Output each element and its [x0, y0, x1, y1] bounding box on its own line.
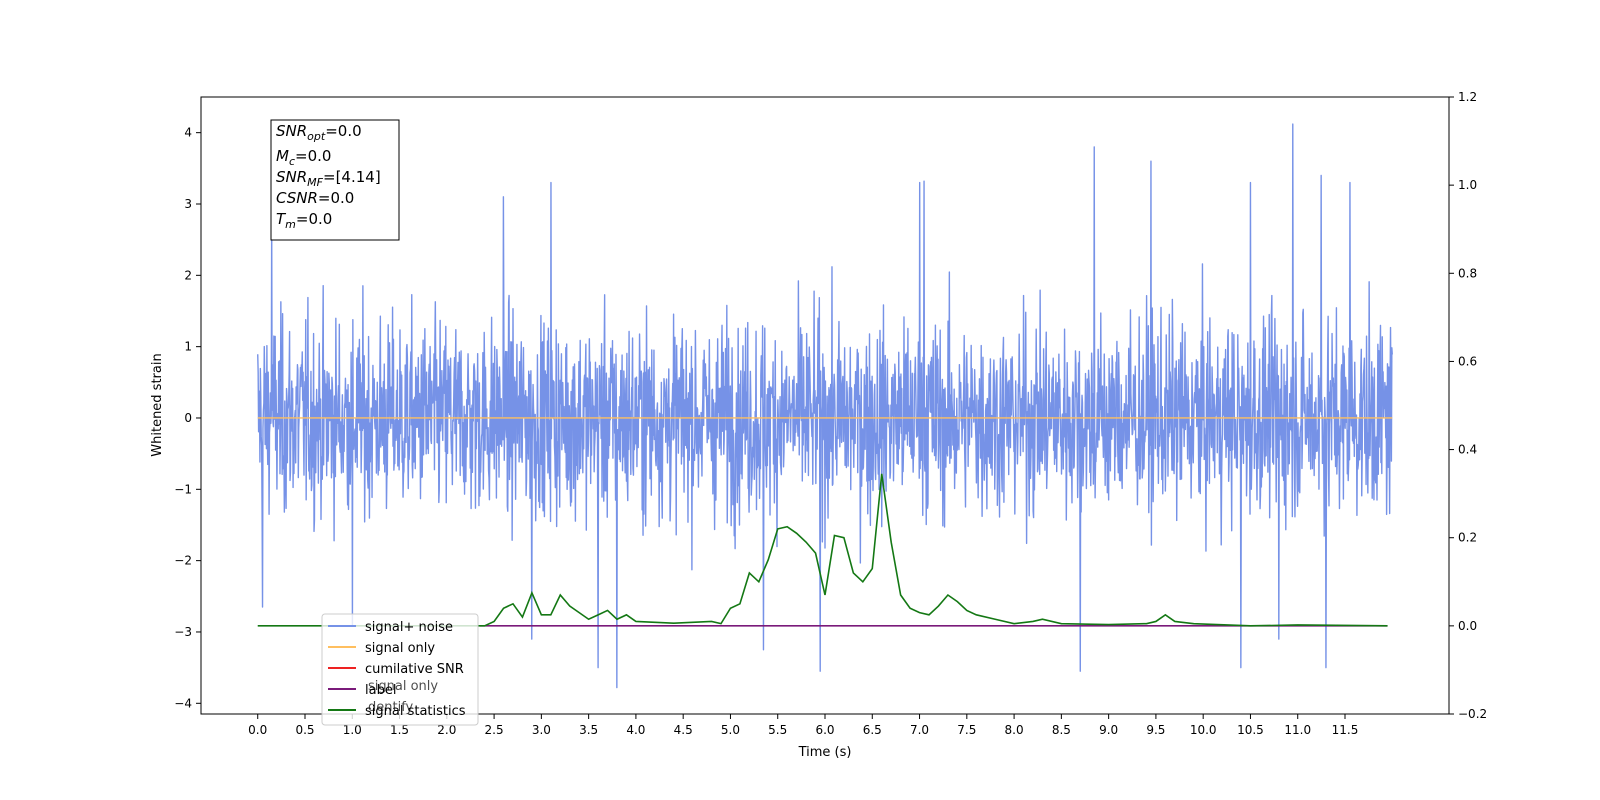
y-tick-label: 1 — [184, 340, 192, 354]
x-tick-label: 10.0 — [1190, 723, 1217, 737]
y2-tick-label: 0.2 — [1458, 531, 1477, 545]
y-tick-label: −2 — [174, 554, 192, 568]
x-tick-label: 10.5 — [1237, 723, 1264, 737]
x-tick-label: 5.5 — [768, 723, 787, 737]
x-tick-label: 6.5 — [863, 723, 882, 737]
x-tick-label: 7.5 — [957, 723, 976, 737]
x-tick-label: 3.5 — [579, 723, 598, 737]
x-tick-label: 4.5 — [674, 723, 693, 737]
y-tick-label: 2 — [184, 268, 192, 282]
series-signal-statistics-line — [257, 473, 1388, 627]
x-tick-label: 0.5 — [295, 723, 314, 737]
y-axis-label: Whitened strain — [150, 353, 165, 456]
y2-tick-label: −0.2 — [1458, 707, 1487, 721]
legend-label: signal statistics — [365, 704, 466, 719]
legend-label: label — [365, 683, 396, 698]
y-tick-label: 0 — [184, 411, 192, 425]
y2-tick-label: 0.4 — [1458, 443, 1477, 457]
legend-ghost-text: signal only — [368, 679, 438, 694]
legend-label: signal+ noise — [365, 620, 453, 635]
x-tick-label: 7.0 — [910, 723, 929, 737]
annotation-line: Tm=0.0 — [276, 210, 332, 231]
annotation-line: SNRMF=[4.14] — [276, 168, 381, 189]
x-tick-label: 3.0 — [532, 723, 551, 737]
y-tick-label: −1 — [174, 482, 192, 496]
legend: signal only dentify signal+ noise signal on… — [321, 613, 479, 726]
x-tick-label: 4.0 — [626, 723, 645, 737]
legend-box — [321, 613, 479, 726]
legend-ghost-text: dentify — [368, 700, 414, 715]
y-axis-right: −0.2 0.0 0.2 0.4 0.6 0.8 1.0 1.2 — [1449, 90, 1487, 721]
x-axis: 0.0 0.5 1.0 1.5 2.0 2.5 3.0 3.5 4.0 4.5 5.0 5.5 6.0 6… — [248, 714, 1358, 737]
series-signal-noise-line — [257, 123, 1393, 689]
x-tick-label: 6.0 — [815, 723, 834, 737]
y2-tick-label: 1.2 — [1458, 90, 1477, 104]
x-tick-label: 1.5 — [390, 723, 409, 737]
x-tick-label: 11.5 — [1332, 723, 1359, 737]
y-tick-label: 4 — [184, 126, 192, 140]
x-tick-label: 11.0 — [1284, 723, 1311, 737]
x-tick-label: 9.0 — [1099, 723, 1118, 737]
y2-tick-label: 0.0 — [1458, 619, 1477, 633]
y-tick-label: −3 — [174, 625, 192, 639]
annotation-line: SNRopt=0.0 — [276, 122, 362, 143]
annotation-line: Mc=0.0 — [276, 147, 331, 168]
x-tick-label: 9.5 — [1146, 723, 1165, 737]
legend-label: signal only — [365, 641, 435, 656]
annotation-frame — [270, 119, 400, 241]
legend-label: cumilative SNR — [365, 662, 464, 677]
x-axis-label: Time (s) — [798, 745, 852, 760]
y-tick-label: 3 — [184, 197, 192, 211]
y2-tick-label: 0.6 — [1458, 354, 1477, 368]
x-tick-label: 5.0 — [721, 723, 740, 737]
x-tick-label: 2.0 — [437, 723, 456, 737]
x-tick-label: 2.5 — [485, 723, 504, 737]
y-axis-left: −4 −3 −2 −1 0 1 2 3 4 — [174, 126, 201, 710]
x-tick-label: 8.0 — [1005, 723, 1024, 737]
x-tick-label: 0.0 — [248, 723, 267, 737]
series-layer — [257, 123, 1393, 689]
annotation-line: CSNR=0.0 — [276, 189, 354, 207]
y-tick-label: −4 — [174, 696, 192, 710]
y2-tick-label: 0.8 — [1458, 266, 1477, 280]
x-tick-label: 1.0 — [343, 723, 362, 737]
y2-tick-label: 1.0 — [1458, 178, 1477, 192]
x-tick-label: 8.5 — [1052, 723, 1071, 737]
